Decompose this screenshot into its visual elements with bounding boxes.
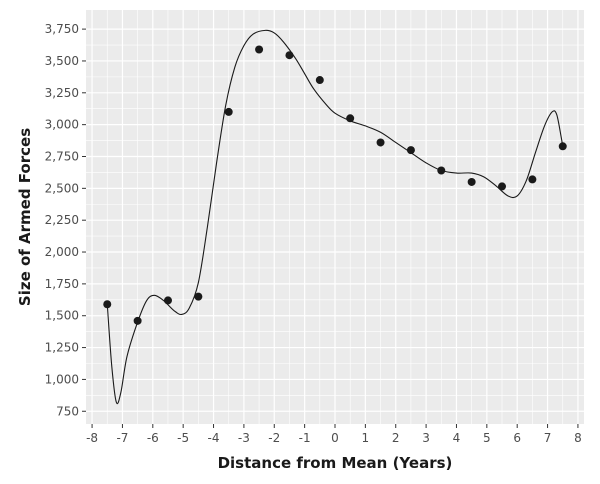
x-tick-label: -5 <box>177 431 189 445</box>
y-axis-title: Size of Armed Forces <box>16 128 34 306</box>
x-tick-label: -2 <box>268 431 280 445</box>
data-point <box>194 292 203 301</box>
y-tick-label: 2,000 <box>45 245 79 259</box>
x-tick-label: -3 <box>238 431 250 445</box>
x-tick-label: 0 <box>331 431 339 445</box>
y-tick-label: 3,250 <box>45 86 79 100</box>
x-tick-label: -1 <box>299 431 311 445</box>
data-point <box>467 177 476 186</box>
x-tick-label: 5 <box>483 431 491 445</box>
data-point <box>528 175 537 184</box>
y-tick-label: 1,000 <box>45 372 79 386</box>
data-point <box>558 142 567 151</box>
y-tick-label: 2,250 <box>45 213 79 227</box>
data-point <box>376 138 385 147</box>
y-tick-label: 3,500 <box>45 54 79 68</box>
x-tick-label: 4 <box>453 431 461 445</box>
y-tick-label: 2,750 <box>45 149 79 163</box>
data-point <box>406 146 415 155</box>
y-tick-label: 3,000 <box>45 118 79 132</box>
data-point <box>163 296 172 305</box>
data-point <box>285 51 294 60</box>
x-tick-label: -8 <box>86 431 98 445</box>
data-point <box>498 182 507 191</box>
data-point <box>224 107 233 116</box>
x-tick-label: 8 <box>574 431 582 445</box>
x-tick-label: 7 <box>544 431 552 445</box>
x-axis-title: Distance from Mean (Years) <box>218 454 453 472</box>
y-tick-label: 1,250 <box>45 341 79 355</box>
x-tick-label: 2 <box>392 431 400 445</box>
x-tick-label: -4 <box>208 431 220 445</box>
smoothed-trend-line <box>106 29 564 405</box>
data-point <box>315 76 324 85</box>
x-tick-label: -7 <box>116 431 128 445</box>
x-axis: -8 -7 -6 -5 -4 -3 -2 -1 0 1 2 3 4 5 6 7 8 <box>86 424 582 445</box>
y-tick-label: 2,500 <box>45 181 79 195</box>
x-tick-label: 3 <box>422 431 430 445</box>
y-tick-label: 3,750 <box>45 22 79 36</box>
data-points <box>103 45 567 325</box>
y-tick-label: 1,500 <box>45 309 79 323</box>
x-tick-label: 6 <box>513 431 521 445</box>
data-point <box>346 114 355 123</box>
data-point <box>103 300 112 309</box>
data-point <box>437 166 446 175</box>
data-point <box>133 316 142 325</box>
y-tick-label: 750 <box>56 404 79 418</box>
major-gridlines <box>86 10 584 424</box>
y-tick-label: 1,750 <box>45 277 79 291</box>
x-tick-label: 1 <box>362 431 370 445</box>
x-tick-label: -6 <box>147 431 159 445</box>
data-point <box>255 45 264 54</box>
y-axis: 750 1,000 1,250 1,500 1,750 2,000 2,250 2,500 2,… <box>45 22 86 418</box>
